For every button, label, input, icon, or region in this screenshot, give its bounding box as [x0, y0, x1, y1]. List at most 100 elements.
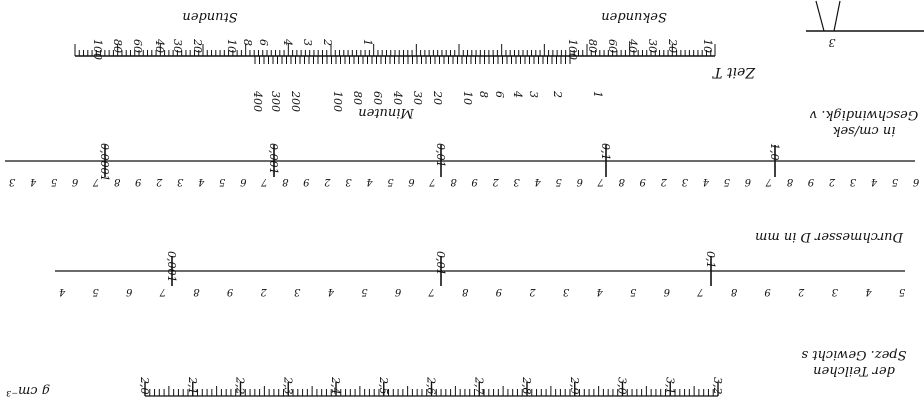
time-second-label: 60 [606, 39, 619, 53]
time-minute-label: 200 [289, 90, 302, 112]
velocity-digit-label: 8 [114, 176, 120, 187]
velocity-digit-label: 2 [156, 176, 163, 187]
diameter-digit-label: 2 [798, 286, 805, 297]
diameter-digit-label: 3 [294, 286, 300, 297]
velocity-digit-label: 4 [198, 176, 205, 187]
diameter-digit-label: 8 [731, 286, 737, 297]
diameter-digit-label: 8 [462, 286, 468, 297]
velocity-digit-label: 2 [661, 176, 668, 187]
velocity-digit-label: 6 [744, 176, 751, 187]
velocity-digit-label: 4 [871, 176, 878, 187]
density-title-line2: der Teilchen [813, 363, 895, 378]
velocity-digit-label: 7 [92, 176, 99, 187]
time-minute-label: 6 [493, 91, 506, 98]
time-hour-label: 3 [301, 39, 314, 46]
diameter-digit-label: 6 [663, 286, 670, 297]
velocity-digit-label: 5 [51, 176, 57, 187]
velocity-title-line1: Geschwindigk. v [809, 107, 918, 122]
diameter-ticks [55, 256, 905, 286]
diameter-digit-label: 2 [529, 286, 536, 297]
corner-mark-label: 3 [829, 36, 836, 49]
diameter-digit-labels: 4 5 6 7 8 9 2 3 4 5 6 7 8 9 2 3 4 5 6 7 8 9 2 3 4 5 [59, 286, 905, 297]
diameter-digit-label: 3 [832, 286, 838, 297]
diameter-title: Durchmesser D in mm [755, 229, 904, 244]
velocity-digit-label: 9 [134, 176, 141, 187]
time-hour-label: 6 [257, 39, 270, 46]
time-minute-label: 20 [431, 90, 444, 105]
time-hour-label: 8 [241, 39, 254, 46]
velocity-digit-label: 7 [429, 176, 436, 187]
density-unit: g cm⁻³ [6, 383, 50, 398]
time-hour-label: 30 [171, 39, 184, 53]
time-minute-label: 3 [527, 91, 540, 98]
velocity-digit-label: 4 [703, 176, 710, 187]
time-minute-label: 80 [351, 91, 364, 105]
time-minute-label: 1 [591, 91, 604, 98]
time-second-label: 100 [566, 39, 579, 60]
corner-mark: 3 [806, 0, 924, 49]
time-title: Zeit T [711, 64, 756, 80]
velocity-ticks [5, 145, 915, 177]
time-hour-label: 40 [153, 38, 166, 53]
velocity-digit-label: 9 [471, 176, 478, 187]
time-hour-label: 60 [131, 39, 144, 53]
time-hour-label: 4 [281, 38, 294, 46]
velocity-digit-label: 5 [219, 176, 225, 187]
time-unit-hours: Stunden [182, 9, 237, 24]
diameter-digit-label: 3 [563, 286, 569, 297]
velocity-digit-labels: 3 4 5 6 7 8 9 2 3 4 5 6 7 8 9 2 3 4 5 6 7 8 9 2 3 4 5 6 7 8 9 2 3 4 5 6 7 8 9 2… [9, 176, 919, 187]
time-minute-label: 4 [511, 90, 524, 98]
velocity-digit-label: 7 [260, 176, 267, 187]
time-hour-label: 100 [91, 39, 104, 60]
velocity-title-line2: in cm/sek [832, 123, 895, 138]
velocity-digit-label: 3 [9, 176, 15, 187]
time-hour-label: 10 [225, 39, 238, 53]
velocity-digit-label: 5 [387, 176, 393, 187]
diameter-digit-label: 9 [226, 286, 233, 297]
time-ticks [74, 44, 716, 64]
velocity-scale: Geschwindigk. v in cm/sek 0,00010,0010,0… [5, 107, 919, 187]
velocity-digit-label: 2 [492, 176, 499, 187]
diameter-digit-label: 8 [193, 286, 199, 297]
velocity-digit-label: 4 [30, 176, 37, 187]
time-unit-minutes: Minuten [358, 105, 415, 120]
diameter-digit-label: 5 [630, 286, 636, 297]
velocity-digit-label: 2 [829, 176, 836, 187]
density-ticks [144, 382, 719, 397]
velocity-digit-label: 6 [71, 176, 78, 187]
time-minute-label: 60 [371, 91, 384, 105]
velocity-digit-label: 8 [450, 176, 456, 187]
density-scale: Spez. Gewicht s der Teilchen g cm⁻³ 2,02… [6, 347, 907, 398]
time-hour-label: 2 [321, 38, 334, 46]
velocity-digit-label: 8 [787, 176, 793, 187]
time-hour-label: 20 [191, 38, 204, 53]
velocity-digit-label: 5 [724, 176, 730, 187]
time-scale: Zeit T Sekunden Stunden Minuten 100 80 60 4… [74, 9, 756, 120]
time-minute-labels: 400 300 200 100 80 60 40 30 20 10 8 6 4 3 2 1 [251, 90, 604, 112]
time-minute-label: 10 [461, 91, 474, 105]
time-minute-label: 100 [331, 91, 344, 112]
velocity-digit-label: 3 [345, 176, 351, 187]
velocity-digit-label: 7 [765, 176, 772, 187]
velocity-digit-label: 4 [366, 176, 373, 187]
velocity-digit-label: 4 [534, 176, 541, 187]
velocity-digit-label: 6 [576, 176, 583, 187]
velocity-digit-label: 2 [324, 176, 331, 187]
diameter-digit-label: 4 [59, 286, 66, 297]
diameter-digit-label: 6 [125, 286, 132, 297]
velocity-digit-label: 8 [282, 176, 288, 187]
time-hour-labels: 100 80 60 40 30 20 10 8 6 4 3 2 1 [91, 38, 374, 60]
time-minute-label: 300 [269, 91, 282, 112]
time-minute-label: 400 [251, 90, 264, 112]
time-unit-seconds: Sekunden [601, 9, 667, 24]
diameter-digit-label: 2 [260, 286, 267, 297]
diameter-digit-label: 5 [361, 286, 367, 297]
velocity-digit-label: 6 [239, 176, 246, 187]
diameter-digit-label: 9 [764, 286, 771, 297]
time-minute-label: 2 [551, 90, 564, 98]
time-second-label: 80 [586, 39, 599, 53]
time-second-label: 40 [626, 38, 639, 53]
velocity-digit-label: 3 [177, 176, 183, 187]
diameter-digit-label: 5 [92, 286, 98, 297]
diameter-digit-label: 7 [428, 286, 435, 297]
